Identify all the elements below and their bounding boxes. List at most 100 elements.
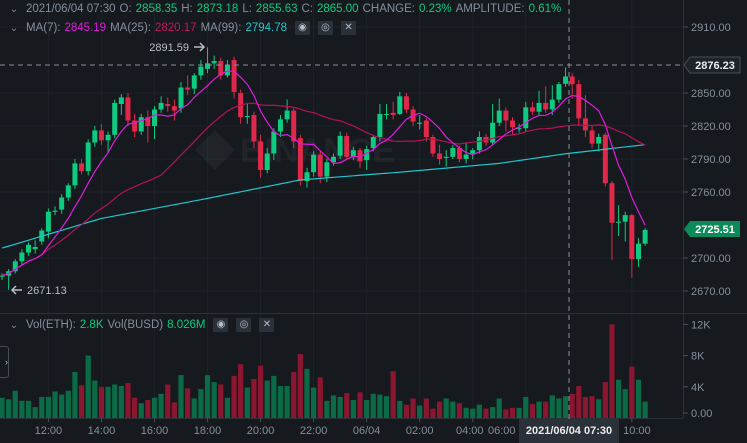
- candle-body: [582, 118, 588, 131]
- volume-bar: [304, 368, 310, 418]
- candle-body: [324, 162, 330, 177]
- eye-icon[interactable]: ◉: [295, 21, 311, 35]
- volume-bar: [357, 392, 363, 418]
- candle: [291, 108, 297, 148]
- ma25-line: [1, 102, 646, 277]
- settings-icon[interactable]: ◎: [236, 318, 252, 332]
- volume-bar: [264, 380, 270, 418]
- volume-bar: [582, 396, 589, 418]
- volume-bar: [45, 396, 52, 418]
- candle: [65, 183, 71, 201]
- volume-bar: [476, 404, 482, 418]
- candle-body: [151, 109, 157, 126]
- candle: [151, 106, 157, 140]
- candle-body: [32, 247, 38, 250]
- vol-busd-value: 8.026M: [167, 319, 206, 331]
- candle: [337, 131, 343, 159]
- volume-bar: [257, 365, 264, 418]
- volume-tick-label: 12K: [691, 319, 711, 331]
- candle-body: [65, 185, 71, 198]
- volume-bar: [105, 386, 111, 418]
- candle: [171, 99, 177, 121]
- volume-bar: [238, 364, 244, 418]
- volume-bar: [403, 404, 410, 418]
- close-icon[interactable]: ✕: [341, 21, 357, 35]
- volume-bar: [383, 396, 390, 418]
- volume-bar: [185, 388, 191, 418]
- time-tick-label: 06/04: [353, 425, 381, 437]
- candle: [344, 132, 350, 161]
- candle-body: [350, 150, 356, 157]
- volume-bar: [602, 382, 608, 418]
- candle: [629, 214, 635, 278]
- settings-icon[interactable]: ◎: [318, 21, 334, 35]
- candle: [470, 148, 476, 159]
- volume-bars: [0, 324, 648, 418]
- candle: [85, 139, 91, 176]
- candle: [596, 133, 602, 152]
- candle: [503, 107, 509, 132]
- candle: [92, 126, 98, 147]
- volume-bar: [490, 407, 496, 418]
- candle-body: [297, 138, 303, 181]
- candle: [138, 113, 144, 135]
- volume-bar: [337, 396, 343, 418]
- volume-bar: [344, 393, 350, 418]
- close-icon[interactable]: ✕: [259, 318, 275, 332]
- grid: [0, 0, 683, 418]
- candle-body: [165, 104, 171, 107]
- chevron-down-icon[interactable]: ⌄: [9, 22, 19, 34]
- volume-bar: [436, 401, 443, 418]
- candle: [443, 150, 449, 167]
- time-tick-label: 12:00: [35, 425, 63, 437]
- candle: [165, 97, 171, 112]
- candle: [377, 104, 383, 142]
- time-tick-label: 14:00: [88, 425, 116, 437]
- candle: [0, 273, 5, 280]
- candle: [403, 93, 409, 113]
- expand-sidebar-button[interactable]: ›: [0, 346, 9, 378]
- volume-bar: [171, 402, 177, 418]
- high-marker-label: 2891.59: [149, 42, 189, 54]
- volume-bar: [450, 401, 456, 418]
- volume-bar: [158, 393, 164, 418]
- candle-body: [85, 142, 91, 172]
- candle: [224, 60, 230, 78]
- candle-body: [569, 76, 575, 85]
- price-tick-label: 2820.00: [691, 121, 731, 133]
- volume-bar: [423, 398, 429, 418]
- candle: [476, 131, 482, 154]
- price-tick-label: 2910.00: [691, 22, 731, 34]
- chevron-down-icon[interactable]: ⌄: [9, 319, 19, 331]
- candle: [324, 159, 330, 183]
- candle: [125, 93, 131, 126]
- eye-icon[interactable]: ◉: [213, 318, 229, 332]
- time-tick-label: 02:00: [406, 425, 434, 437]
- volume-bar: [85, 355, 91, 418]
- volume-bar: [377, 394, 383, 418]
- low-value: 2855.63: [255, 3, 298, 15]
- candle-body: [145, 117, 151, 126]
- candle: [523, 101, 529, 132]
- chevron-down-icon[interactable]: ⌄: [9, 3, 19, 15]
- volume-bar: [350, 400, 356, 418]
- volume-bar: [463, 407, 469, 418]
- volume-bar: [204, 375, 211, 418]
- candle: [563, 67, 569, 87]
- volume-bar: [19, 400, 25, 418]
- price-tick-label: 2700.00: [691, 253, 731, 265]
- volume-bar: [151, 397, 158, 418]
- candle: [12, 259, 18, 274]
- volume-bar: [125, 382, 131, 418]
- ohlc-legend: ⌄ 2021/06/04 07:30 O: 2858.35 H: 2873.18 L…: [0, 3, 565, 15]
- candle-body: [231, 60, 237, 92]
- volume-bar: [39, 396, 45, 418]
- candle: [211, 55, 217, 69]
- volume-bar: [132, 397, 138, 418]
- volume-bar: [622, 389, 628, 418]
- candle: [642, 228, 648, 246]
- volume-bar: [291, 371, 297, 418]
- volume-legend: ⌄ Vol(ETH): 2.8K Vol(BUSD) 8.026M ◉ ◎ ✕: [0, 318, 278, 332]
- candle: [19, 249, 25, 265]
